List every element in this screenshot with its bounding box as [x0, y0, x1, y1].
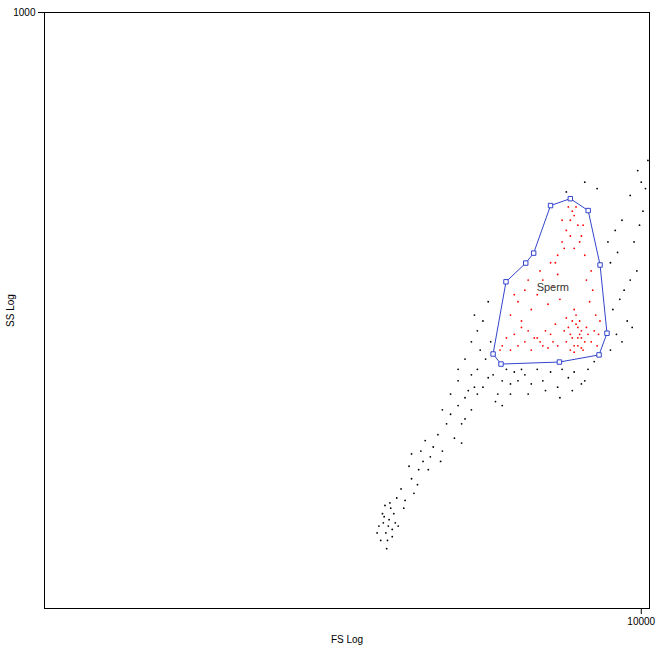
svg-text:1000: 1000 — [13, 7, 36, 18]
svg-text:10000: 10000 — [627, 616, 655, 627]
svg-text:FS Log: FS Log — [331, 634, 363, 645]
svg-text:Sperm: Sperm — [537, 281, 569, 293]
svg-text:SS Log: SS Log — [5, 294, 16, 327]
